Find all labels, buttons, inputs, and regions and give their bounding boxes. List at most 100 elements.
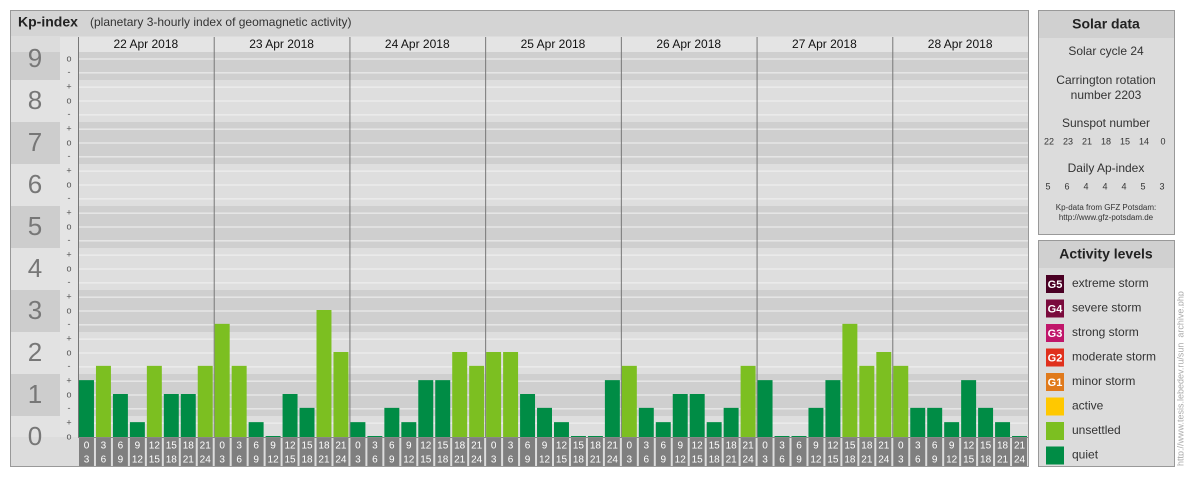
hour-cell [587,438,603,466]
hour-start: 9 [677,441,683,452]
hour-end: 6 [372,455,378,466]
minor-tick-label: o [66,137,71,147]
y-tick-label: 3 [28,295,42,325]
bar [146,365,162,437]
bar [621,365,637,437]
hour-end: 24 [743,455,755,466]
hour-cell [299,438,315,466]
level-label: active [1072,399,1104,413]
hour-start: 15 [573,441,585,452]
hour-cell [129,438,145,466]
bar [604,380,620,437]
hour-end: 12 [675,455,687,466]
minor-tick-label: + [66,376,71,386]
hour-end: 3 [898,455,904,466]
level-label: unsettled [1072,423,1121,437]
bar [791,436,807,437]
hour-cell [655,438,671,466]
minor-tick-label: o [66,53,71,63]
hour-start: 6 [389,441,395,452]
day-label: 25 Apr 2018 [521,37,586,51]
level-swatch [1046,446,1064,465]
hour-cell [265,438,281,466]
sunspot-value: 21 [1082,136,1092,146]
level-swatch [1046,397,1064,416]
bar [129,422,145,437]
hour-cell [927,438,943,466]
hour-cell [723,438,739,466]
day-label: 23 Apr 2018 [249,37,314,51]
hour-end: 9 [253,455,259,466]
hour-end: 15 [149,455,161,466]
bar [197,365,213,437]
hour-end: 15 [963,455,975,466]
hour-start: 0 [84,441,90,452]
bar [503,352,519,437]
hour-start: 6 [796,441,802,452]
minor-tick-label: + [66,166,71,176]
hour-start: 12 [149,441,161,452]
hour-cell [910,438,926,466]
hour-cell [79,438,94,466]
hour-start: 12 [556,441,568,452]
hour-cell [808,438,824,466]
day-label: 26 Apr 2018 [656,37,721,51]
bar [350,422,366,437]
hour-cell [859,438,875,466]
label-band [11,52,60,80]
bar [876,352,892,437]
minor-tick-label: o [66,95,71,105]
subtitle: (planetary 3-hourly index of geomagnetic… [90,15,351,29]
minor-tick-label: o [66,305,71,315]
bar [927,407,943,437]
y-tick-label: 1 [28,379,42,409]
minor-tick-label: + [66,82,71,92]
hour-cell [350,438,366,466]
minor-tick-label: - [68,277,71,287]
day-label: 22 Apr 2018 [113,37,178,51]
title-bar [11,11,1028,36]
bar [316,310,332,437]
bar [910,407,926,437]
hour-start: 21 [200,441,212,452]
bar [893,365,909,437]
bar [570,436,586,437]
hour-start: 12 [420,441,432,452]
hour-start: 12 [692,441,704,452]
hour-start: 3 [644,441,650,452]
hour-start: 0 [219,441,225,452]
bar [859,365,875,437]
hour-start: 9 [542,441,548,452]
hour-cell [995,438,1011,466]
hour-cell [248,438,264,466]
bar [180,394,196,437]
hour-start: 3 [779,441,785,452]
solar-panel [1038,10,1175,235]
hour-cell [689,438,705,466]
level-code: G3 [1048,328,1063,340]
hour-end: 6 [101,455,107,466]
hour-cell [163,438,179,466]
hour-start: 0 [491,441,497,452]
level-label: minor storm [1072,374,1135,388]
hour-end: 6 [915,455,921,466]
hour-cell [418,438,434,466]
hour-start: 0 [355,441,361,452]
hour-cell [452,438,468,466]
hour-cell [95,438,111,466]
y-tick-label: 6 [28,169,42,199]
hour-end: 3 [355,455,361,466]
level-swatch [1046,324,1064,342]
ap-value: 6 [1064,181,1069,191]
hour-end: 21 [454,455,466,466]
hour-end: 18 [573,455,585,466]
bar [248,422,264,437]
hour-end: 18 [437,455,449,466]
hour-start: 9 [813,441,819,452]
hour-end: 21 [318,455,330,466]
hour-cell [197,438,213,466]
hour-cell [503,438,519,466]
hour-end: 18 [166,455,178,466]
hour-end: 12 [268,455,280,466]
bar [706,422,722,437]
